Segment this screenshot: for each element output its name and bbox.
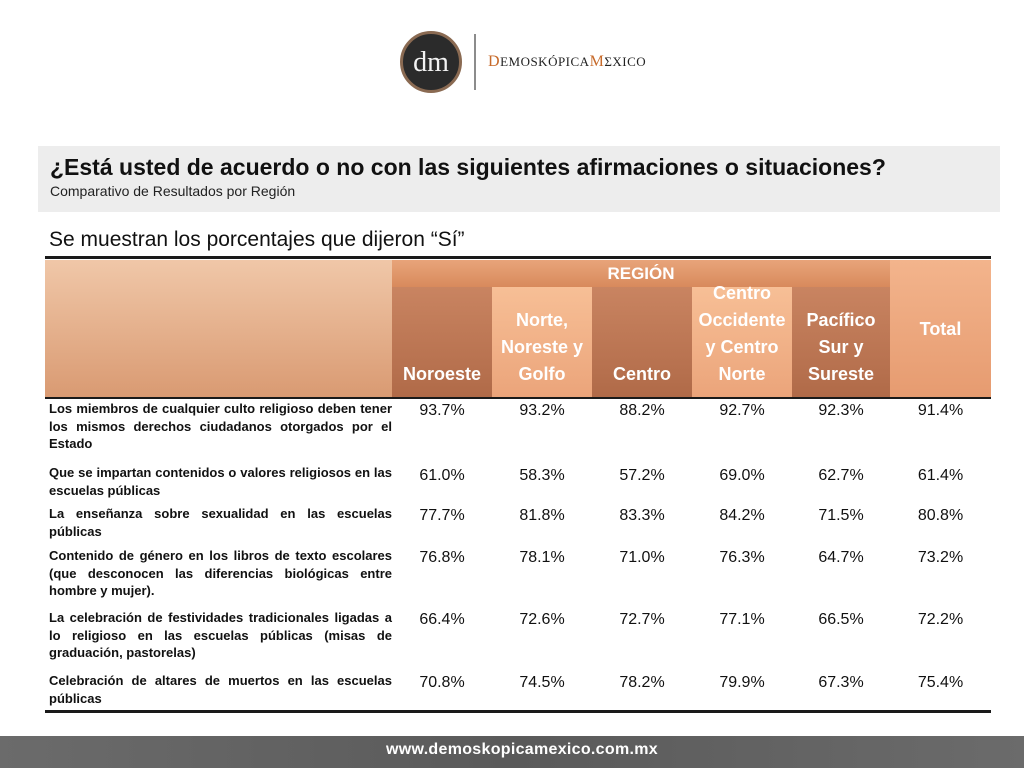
row-label: La enseñanza sobre sexualidad en las esc… — [49, 506, 392, 539]
cell-noroeste: 77.7% — [419, 507, 465, 524]
brand-name: DEMOSKÓPICAMΣXICO — [488, 53, 646, 71]
cell-pacifico: 71.5% — [818, 507, 864, 524]
cell-centro-occidente: 69.0% — [719, 467, 765, 484]
footer-website-link[interactable]: www.demoskopicamexico.com.mx — [386, 741, 658, 758]
brand-word-1: EMOSKÓPICA — [500, 54, 590, 69]
column-header-norte: Norte, Noreste y Golfo — [492, 287, 592, 398]
column-header-centro-occidente: Centro Occidente y Centro Norte — [692, 283, 792, 398]
cell-total: 75.4% — [917, 674, 964, 691]
cell-total: 91.4% — [917, 402, 964, 419]
question-banner: ¿Está usted de acuerdo o no con las sigu… — [38, 146, 1000, 212]
cell-norte: 93.2% — [519, 402, 565, 419]
table-top-rule — [45, 256, 991, 259]
region-header: REGIÓN — [392, 260, 890, 287]
cell-centro: 88.2% — [619, 402, 665, 419]
page-title: ¿Está usted de acuerdo o no con las sigu… — [50, 154, 886, 180]
cell-noroeste: 76.8% — [419, 549, 465, 566]
brand-initial-m: M — [589, 53, 605, 70]
brand-logo: dm DEMOSKÓPICAMΣXICO — [400, 30, 646, 94]
row-label: Que se impartan contenidos o valores rel… — [49, 465, 392, 498]
cell-noroeste: 66.4% — [419, 611, 465, 628]
table-row: Que se impartan contenidos o valores rel… — [45, 464, 991, 504]
cell-norte: 74.5% — [519, 674, 565, 691]
cell-total: 80.8% — [917, 507, 964, 524]
table-row: Contenido de género en los libros de tex… — [45, 547, 991, 607]
table-row: La celebración de festividades tradicion… — [45, 609, 991, 669]
column-header-centro: Centro — [592, 287, 692, 398]
table-row: La enseñanza sobre sexualidad en las esc… — [45, 505, 991, 545]
table-row: Los miembros de cualquier culto religios… — [45, 400, 991, 462]
row-label: Contenido de género en los libros de tex… — [49, 548, 392, 598]
row-label: Los miembros de cualquier culto religios… — [49, 401, 392, 451]
cell-total: 61.4% — [917, 467, 964, 484]
cell-centro: 72.7% — [619, 611, 665, 628]
cell-norte: 72.6% — [519, 611, 565, 628]
logo-letters: dm — [413, 47, 449, 78]
cell-pacifico: 62.7% — [818, 467, 864, 484]
cell-total: 72.2% — [917, 611, 964, 628]
cell-pacifico: 64.7% — [818, 549, 864, 566]
logo-emblem-icon: dm — [400, 31, 462, 93]
column-header-pacifico: Pacífico Sur y Sureste — [792, 287, 890, 398]
cell-norte: 81.8% — [519, 507, 565, 524]
row-label: Celebración de altares de muertos en las… — [49, 673, 392, 706]
cell-noroeste: 93.7% — [419, 402, 465, 419]
cell-centro-occidente: 77.1% — [719, 611, 765, 628]
cell-centro-occidente: 76.3% — [719, 549, 765, 566]
cell-centro: 57.2% — [619, 467, 665, 484]
logo-divider — [474, 34, 476, 90]
cell-centro-occidente: 84.2% — [719, 507, 765, 524]
header-bottom-rule — [45, 397, 991, 399]
cell-centro-occidente: 92.7% — [719, 402, 765, 419]
table-label-header — [45, 260, 392, 398]
brand-initial-d: D — [488, 53, 501, 70]
cell-norte: 58.3% — [519, 467, 565, 484]
column-header-noroeste: Noroeste — [392, 287, 492, 398]
table-row: Celebración de altares de muertos en las… — [45, 672, 991, 710]
row-label: La celebración de festividades tradicion… — [49, 610, 392, 660]
table-note: Se muestran los porcentajes que dijeron … — [49, 228, 465, 251]
cell-centro: 71.0% — [619, 549, 665, 566]
cell-norte: 78.1% — [519, 549, 565, 566]
brand-word-2: ΣXICO — [604, 54, 647, 69]
column-header-total: Total — [890, 260, 991, 398]
cell-centro-occidente: 79.9% — [719, 674, 765, 691]
table-bottom-rule — [45, 710, 991, 713]
page-subtitle: Comparativo de Resultados por Región — [50, 183, 296, 199]
cell-total: 73.2% — [917, 549, 964, 566]
footer-bar: www.demoskopicamexico.com.mx — [0, 736, 1024, 768]
cell-noroeste: 70.8% — [419, 674, 465, 691]
cell-pacifico: 92.3% — [818, 402, 864, 419]
cell-noroeste: 61.0% — [419, 467, 465, 484]
cell-pacifico: 67.3% — [818, 674, 864, 691]
cell-centro: 78.2% — [619, 674, 665, 691]
cell-pacifico: 66.5% — [818, 611, 864, 628]
cell-centro: 83.3% — [619, 507, 665, 524]
